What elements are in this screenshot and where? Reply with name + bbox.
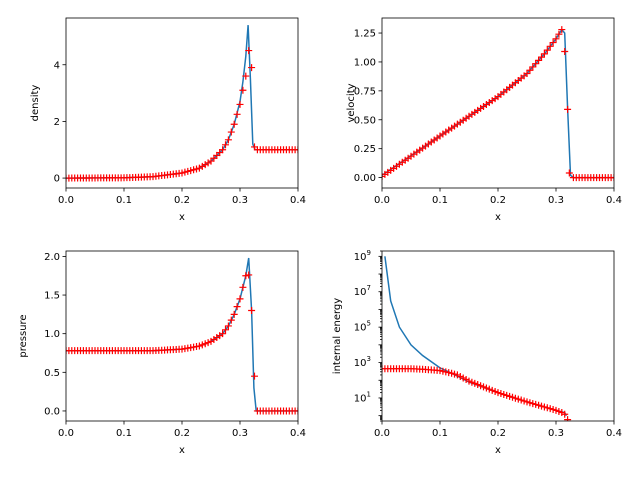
y-tick-exponent: 3	[367, 355, 371, 363]
marker-plus	[233, 110, 241, 118]
marker-plus	[564, 416, 572, 421]
x-tick-label: 0.4	[606, 195, 622, 206]
y-axis-label: pressure	[18, 314, 29, 357]
marker-plus	[219, 330, 227, 338]
y-axis-label: density	[30, 85, 41, 122]
marker-plus	[230, 310, 238, 318]
y-tick-label: 1.00	[354, 57, 376, 68]
y-tick-label: 1.5	[44, 291, 60, 302]
marker-plus	[233, 303, 241, 311]
marker-plus	[222, 326, 229, 334]
x-tick-label: 0.3	[232, 428, 248, 439]
y-tick-label: 2.0	[44, 252, 60, 263]
marker-plus	[227, 128, 235, 136]
marker-plus	[549, 39, 557, 47]
marker-plus	[558, 26, 566, 34]
marker-plus	[219, 146, 227, 154]
marker-plus	[236, 100, 244, 108]
x-tick-label: 0.1	[116, 195, 132, 206]
x-tick-label: 0.3	[232, 195, 248, 206]
marker-plus	[248, 64, 256, 72]
marker-plus	[248, 307, 256, 314]
y-tick-label: 1.0	[44, 329, 60, 340]
marker-plus	[546, 42, 554, 50]
marker-plus	[236, 295, 244, 303]
marker-plus	[561, 48, 569, 56]
marker-plus	[610, 174, 614, 182]
marker-plus	[224, 322, 232, 330]
y-tick-exponent: 7	[367, 284, 371, 292]
subplot-bottom-left: 0.0 0.1 0.2 0.3 0.4 0.0 0.5 1.0 1.5 2.0 x pressure	[18, 250, 306, 456]
x-axis-label: x	[179, 212, 185, 223]
marker-plus	[565, 169, 573, 177]
marker-plus	[242, 72, 250, 80]
subplot-bottom-right: 0.0 0.1 0.2 0.3 0.4101103105107109xinternal …	[332, 249, 622, 456]
x-tick-label: 0.0	[58, 195, 74, 206]
marker-plus	[222, 141, 229, 149]
x-tick-label: 0.3	[548, 428, 564, 439]
x-tick-label: 0.1	[432, 195, 448, 206]
marker-plus	[552, 35, 560, 43]
x-tick-label: 0.0	[374, 428, 390, 439]
marker-plus	[555, 30, 563, 38]
marker-plus	[543, 46, 551, 54]
marker-plus	[245, 271, 253, 279]
x-tick-label: 0.4	[290, 428, 306, 439]
marker-plus	[239, 283, 247, 291]
x-tick-label: 0.2	[490, 428, 506, 439]
marker-plus	[564, 105, 572, 113]
x-tick-label: 0.2	[490, 195, 506, 206]
subplot-top-right: 0.0 0.1 0.2 0.3 0.4 0.00 0.25 0.50 0.75 1.00 1.25 x…	[346, 17, 622, 223]
y-tick-label: 0	[54, 174, 60, 185]
x-tick-label: 0.0	[374, 195, 390, 206]
x-axis-label: x	[495, 212, 501, 223]
y-tick-exponent: 9	[367, 249, 371, 257]
marker-plus	[239, 86, 247, 94]
x-tick-label: 0.2	[174, 428, 190, 439]
marker-plus	[294, 407, 298, 415]
x-tick-label: 0.0	[58, 428, 74, 439]
x-axis-label: x	[495, 445, 501, 456]
subplot-top-left: 0.0 0.1 0.2 0.3 0.4 0 2 4 x density	[30, 17, 306, 223]
x-tick-label: 0.4	[606, 428, 622, 439]
marker-plus	[561, 410, 569, 418]
x-tick-label: 0.1	[432, 428, 448, 439]
series-markers	[382, 26, 614, 182]
y-axis-label: velocity	[346, 83, 357, 122]
y-tick-exponent: 5	[367, 320, 371, 328]
y-tick-label: 0.0	[44, 406, 60, 417]
y-tick-label: 2	[54, 117, 60, 128]
y-tick-label: 0.5	[44, 368, 60, 379]
x-tick-label: 0.4	[290, 195, 306, 206]
y-tick-label: 0.25	[354, 144, 376, 155]
marker-plus	[230, 120, 238, 128]
y-axis-label: internal energy	[332, 298, 343, 374]
series-markers	[382, 365, 572, 421]
marker-plus	[245, 47, 253, 55]
y-tick-label: 0.00	[354, 173, 376, 184]
marker-plus	[294, 146, 298, 154]
y-tick-label: 1.25	[354, 29, 376, 40]
x-tick-label: 0.1	[116, 428, 132, 439]
marker-plus	[227, 316, 235, 324]
marker-plus	[540, 50, 548, 58]
marker-plus	[224, 136, 232, 144]
y-tick-label: 4	[54, 60, 60, 71]
x-tick-label: 0.2	[174, 195, 190, 206]
series-markers	[66, 47, 298, 182]
y-tick-label: 0.75	[354, 86, 376, 97]
y-tick-label: 0.50	[354, 115, 376, 126]
x-tick-label: 0.3	[548, 195, 564, 206]
series-markers	[66, 271, 298, 415]
y-tick-exponent: 1	[367, 390, 371, 398]
marker-plus	[251, 372, 258, 380]
x-axis-label: x	[179, 445, 185, 456]
